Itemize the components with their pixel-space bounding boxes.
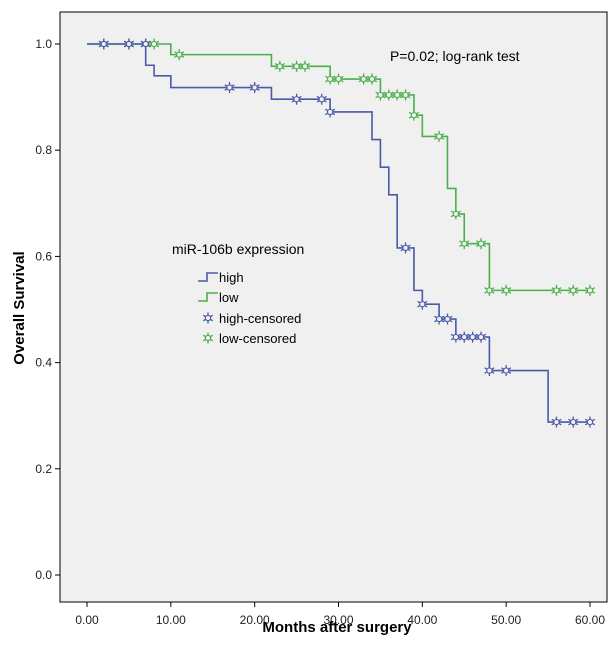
censor-marker-high <box>400 242 411 254</box>
censor-marker-low <box>375 89 386 101</box>
censor-marker-low <box>475 238 487 250</box>
censor-marker-low <box>408 109 420 121</box>
axes: 0.00 10.00 20.00 30.00 40.00 50.00 60.00 0.0 0.2… <box>35 37 605 627</box>
censor-marker-high <box>475 331 487 343</box>
censor-marker-high <box>291 93 302 105</box>
censor-marker-high <box>316 93 327 105</box>
x-tick-label: 30.00 <box>323 613 353 627</box>
censor-marker-low <box>325 73 336 85</box>
censor-marker-low <box>392 89 403 101</box>
censor-markers <box>98 38 596 428</box>
censor-marker-high <box>417 298 428 310</box>
censor-marker-low <box>584 284 596 296</box>
x-tick-label: 20.00 <box>240 613 270 627</box>
censor-marker-high <box>450 331 461 343</box>
censor-marker-low <box>568 284 579 296</box>
censor-marker-high <box>501 365 512 377</box>
legend-low-line-icon <box>198 292 218 302</box>
x-tick-label: 40.00 <box>407 613 437 627</box>
censor-marker-low <box>299 60 311 72</box>
legend-high-censored-icon <box>202 312 214 324</box>
censor-marker-high <box>484 365 495 377</box>
x-axis-title: Months after surgery <box>262 619 412 636</box>
x-tick-label: 50.00 <box>491 613 521 627</box>
legend-label-high: high <box>219 270 244 285</box>
censor-marker-high <box>325 106 336 118</box>
y-tick-label: 0.8 <box>35 143 52 157</box>
censor-marker-high <box>224 82 235 94</box>
legend: miR-106b expression high low high-censor… <box>172 241 304 346</box>
censor-marker-low <box>459 238 470 250</box>
plot-area <box>59 11 608 603</box>
censor-marker-high <box>434 313 445 325</box>
legend-label-low: low <box>219 290 239 305</box>
p-value-annotation: P=0.02; log-rank test <box>390 48 520 64</box>
censor-marker-high <box>442 313 453 325</box>
censor-marker-low <box>174 49 185 61</box>
y-tick-label: 0.0 <box>35 568 52 582</box>
censor-marker-low <box>291 60 302 72</box>
x-tick-label: 0.00 <box>75 613 99 627</box>
censor-marker-high <box>249 82 260 94</box>
legend-label-low-censored: low-censored <box>219 331 296 346</box>
series-line-low <box>87 43 590 292</box>
censor-marker-low <box>434 130 445 142</box>
x-tick-label: 10.00 <box>156 613 186 627</box>
y-axis-title: Overall Survival <box>11 251 28 364</box>
censor-marker-high <box>140 38 151 50</box>
censor-marker-high <box>459 331 470 343</box>
y-tick-label: 0.4 <box>35 356 52 370</box>
censor-marker-low <box>358 73 369 85</box>
censor-marker-low <box>383 89 394 101</box>
censor-marker-high <box>584 416 596 428</box>
legend-low-censored-icon <box>202 332 214 344</box>
legend-high-line-icon <box>198 272 218 282</box>
censor-marker-low <box>551 284 562 296</box>
x-tick-label: 60.00 <box>575 613 605 627</box>
censor-marker-low <box>148 38 160 50</box>
y-tick-label: 1.0 <box>35 37 52 51</box>
y-tick-label: 0.6 <box>35 249 52 263</box>
legend-label-high-censored: high-censored <box>219 311 301 326</box>
censor-marker-high <box>467 331 478 343</box>
censor-marker-high <box>568 416 579 428</box>
legend-title: miR-106b expression <box>172 241 304 257</box>
censor-marker-low <box>501 284 512 296</box>
censor-marker-high <box>123 38 135 50</box>
censor-marker-low <box>366 73 378 85</box>
censor-marker-low <box>484 284 495 296</box>
y-tick-label: 0.2 <box>35 462 52 476</box>
censor-marker-high <box>98 38 109 50</box>
censor-marker-high <box>551 416 562 428</box>
legend-star-low <box>202 332 214 344</box>
censor-marker-low <box>450 208 461 220</box>
legend-star-high <box>202 312 214 324</box>
censor-marker-low <box>400 89 411 101</box>
censor-marker-low <box>333 73 344 85</box>
censor-marker-low <box>274 60 285 72</box>
